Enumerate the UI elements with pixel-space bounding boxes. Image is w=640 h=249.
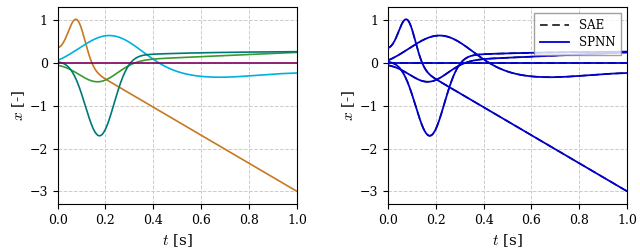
- X-axis label: $t$ [s]: $t$ [s]: [162, 233, 193, 249]
- Y-axis label: $x$ [-]: $x$ [-]: [340, 90, 357, 122]
- Legend: SAE, SPNN: SAE, SPNN: [534, 13, 621, 55]
- Y-axis label: $x$ [-]: $x$ [-]: [10, 90, 27, 122]
- X-axis label: $t$ [s]: $t$ [s]: [492, 233, 523, 249]
